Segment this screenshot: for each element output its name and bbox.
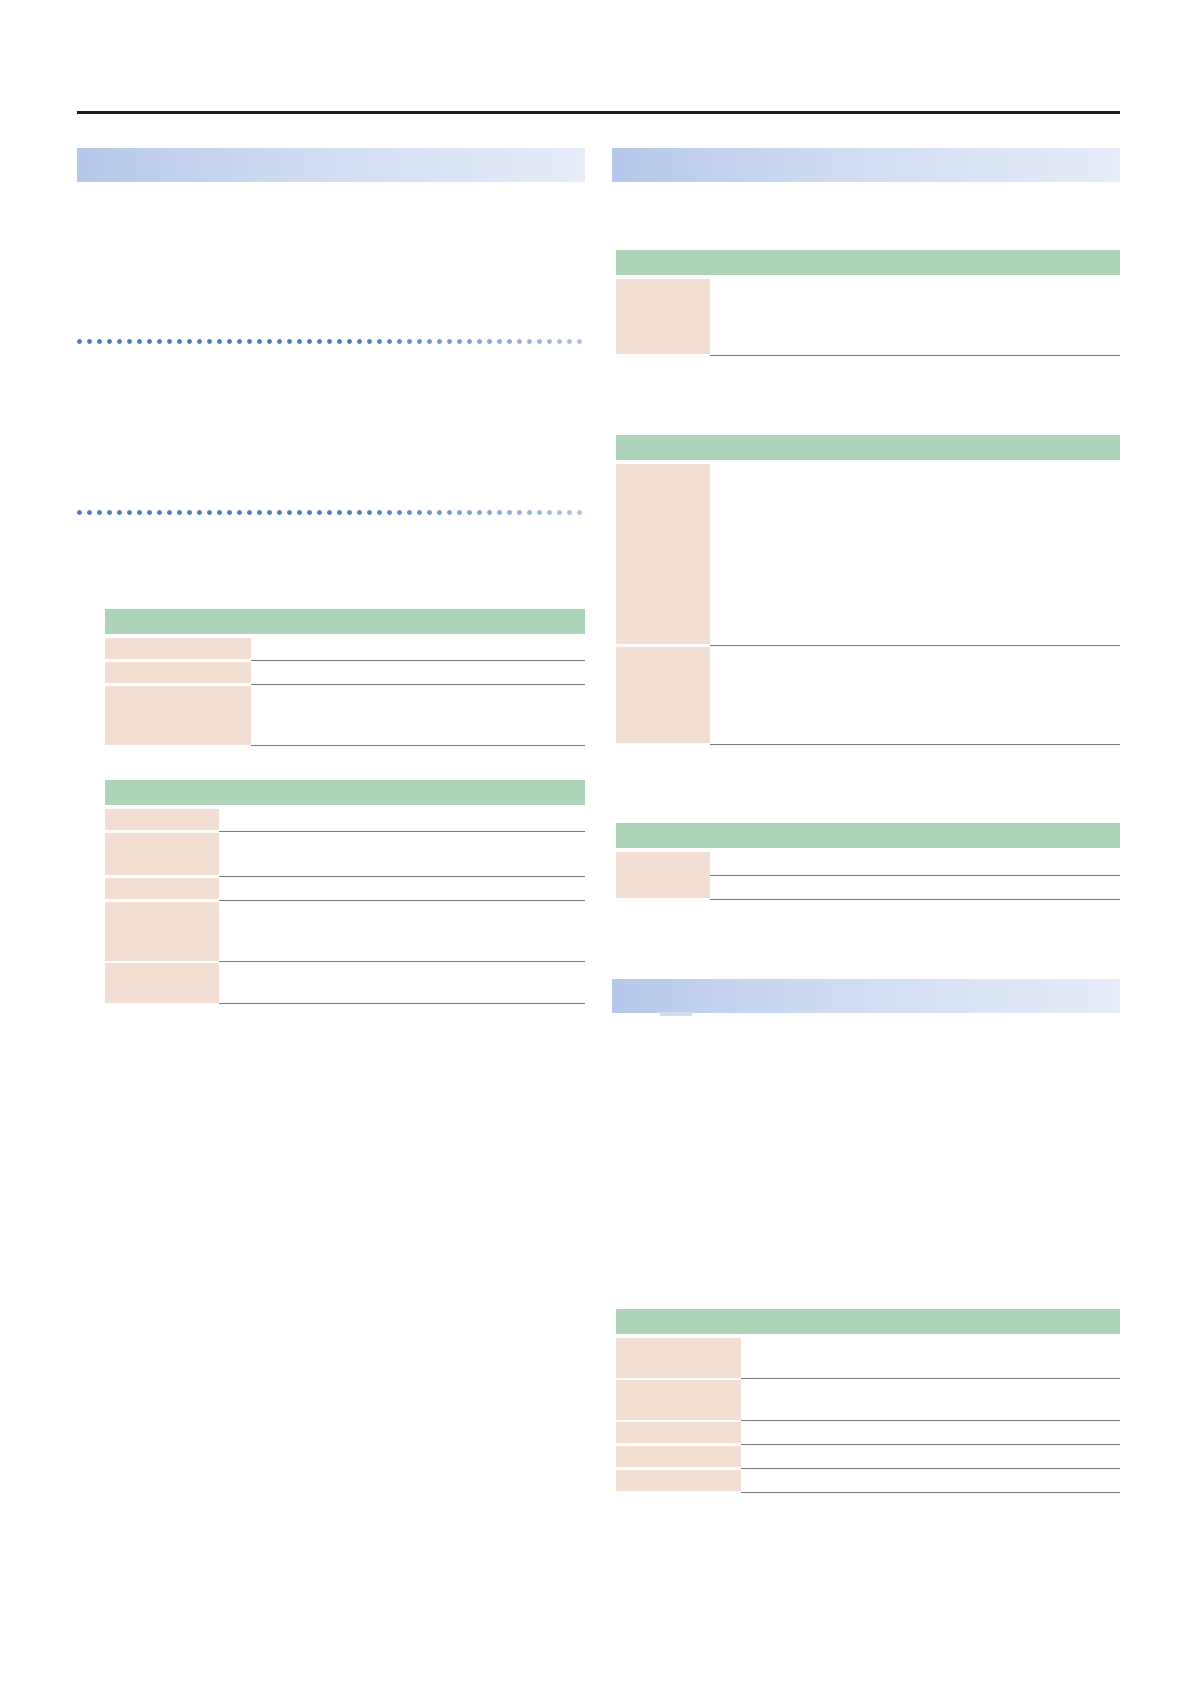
table-header [616, 1309, 1120, 1334]
page-top-rule [77, 111, 1120, 114]
table-row-divider [219, 1003, 585, 1004]
table-row-divider [710, 875, 1120, 876]
table-param-cell [616, 1338, 741, 1378]
table-param-cell [616, 1470, 741, 1491]
table-row-divider [219, 876, 585, 877]
table-row-divider [251, 684, 585, 685]
table-header [105, 780, 585, 805]
table-header [616, 250, 1120, 275]
table-param-cell [616, 852, 710, 898]
table-param-cell [616, 647, 710, 743]
parameter-table [105, 609, 585, 746]
section-heading-bar [612, 148, 1120, 182]
table-param-cell [616, 1446, 741, 1467]
section-heading-bar [612, 979, 1120, 1013]
section-heading-bar [77, 148, 585, 182]
table-param-cell [105, 833, 219, 875]
table-param-cell [105, 686, 251, 745]
subsection-dotted-rule [77, 510, 585, 515]
table-row-divider [219, 961, 585, 962]
table-param-cell [105, 878, 219, 899]
table-row-divider [741, 1468, 1120, 1469]
table-param-cell [105, 809, 219, 830]
table-row-divider [710, 744, 1120, 745]
subsection-dotted-rule [77, 339, 585, 344]
parameter-table [616, 1309, 1120, 1495]
table-param-cell [105, 662, 251, 683]
table-header [616, 823, 1120, 848]
table-param-cell [616, 1422, 741, 1443]
table-row-divider [251, 660, 585, 661]
table-param-cell [105, 902, 219, 961]
table-row-divider [741, 1444, 1120, 1445]
table-param-cell [616, 279, 710, 354]
table-row-divider [710, 355, 1120, 356]
table-param-cell [105, 638, 251, 659]
parameter-table [616, 435, 1120, 745]
table-row-divider [219, 900, 585, 901]
table-row-divider [219, 831, 585, 832]
table-row-divider [710, 899, 1120, 900]
table-param-cell [105, 963, 219, 1003]
table-param-cell [616, 1380, 741, 1420]
table-row-divider [741, 1492, 1120, 1493]
parameter-table [105, 780, 585, 1004]
parameter-table [616, 250, 1120, 357]
table-header [105, 609, 585, 634]
table-param-cell [616, 464, 710, 644]
section-tab-mark [660, 1012, 692, 1016]
table-row-divider [741, 1420, 1120, 1421]
table-row-divider [251, 745, 585, 746]
table-row-divider [741, 1378, 1120, 1379]
table-row-divider [710, 645, 1120, 646]
table-header [616, 435, 1120, 460]
parameter-table [616, 823, 1120, 900]
